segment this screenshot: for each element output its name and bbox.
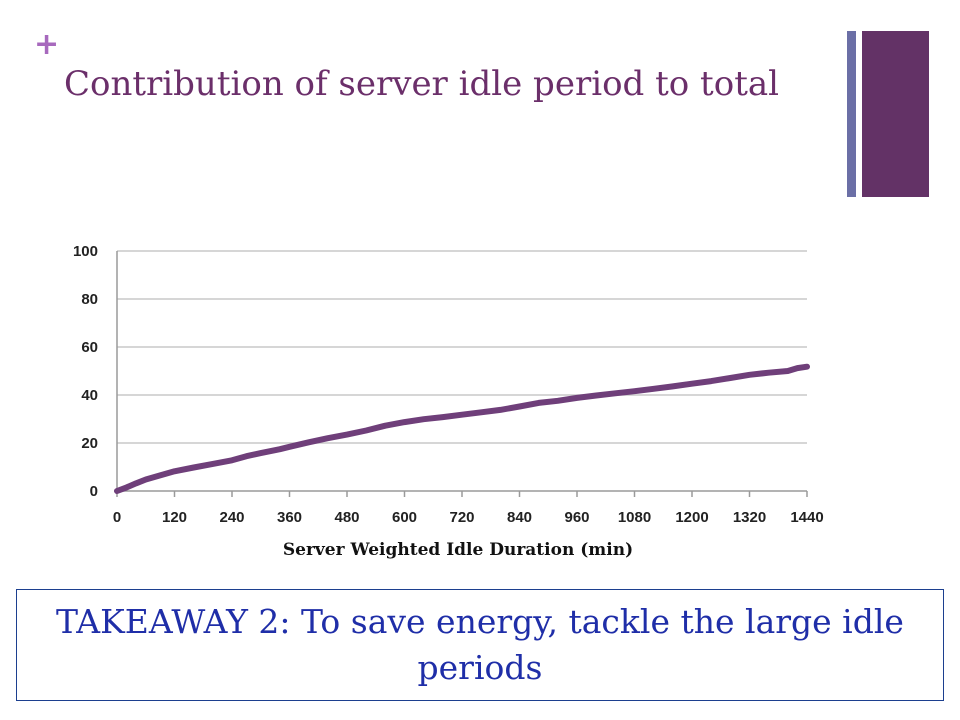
accent-bar-thick	[862, 31, 929, 197]
takeaway-callout: TAKEAWAY 2: To save energy, tackle the l…	[16, 589, 944, 701]
x-tick-label: 1080	[618, 509, 651, 526]
series-line	[114, 363, 810, 494]
x-tick-label: 1440	[790, 509, 823, 526]
x-tick-label: 1320	[733, 509, 766, 526]
y-tick-label: 20	[81, 435, 98, 452]
x-tick-label: 960	[564, 509, 589, 526]
takeaway-text: TAKEAWAY 2: To save energy, tackle the l…	[56, 602, 904, 687]
x-tick-label: 480	[334, 509, 359, 526]
chart-labels: 0 20 40 60 80 100 0 120 240 360 480 600 720 840 960 108…	[73, 243, 824, 560]
y-tick-label: 40	[81, 387, 98, 404]
y-tick-label: 0	[90, 483, 98, 500]
x-tick-label: 1200	[675, 509, 708, 526]
x-axis-title: Server Weighted Idle Duration (min)	[283, 540, 633, 560]
y-tick-label: 80	[81, 291, 98, 308]
x-tick-label: 840	[507, 509, 532, 526]
line-chart: 0 20 40 60 80 100 0 120 240 360 480 600 720 840 960 108…	[73, 243, 824, 560]
x-tick-label: 120	[162, 509, 187, 526]
chart-series	[114, 363, 810, 494]
y-tick-label: 100	[73, 243, 98, 260]
x-tick-label: 360	[277, 509, 302, 526]
x-tick-label: 0	[113, 509, 121, 526]
chart-axes	[116, 251, 808, 497]
x-tick-label: 720	[449, 509, 474, 526]
accent-bar-thin	[847, 31, 856, 197]
y-tick-label: 60	[81, 339, 98, 356]
x-tick-label: 600	[392, 509, 417, 526]
x-tick-label: 240	[219, 509, 244, 526]
bullet-plus-icon: +	[34, 27, 60, 62]
chart-gridlines	[117, 250, 807, 444]
slide-title: Contribution of server idle period to to…	[64, 64, 779, 104]
